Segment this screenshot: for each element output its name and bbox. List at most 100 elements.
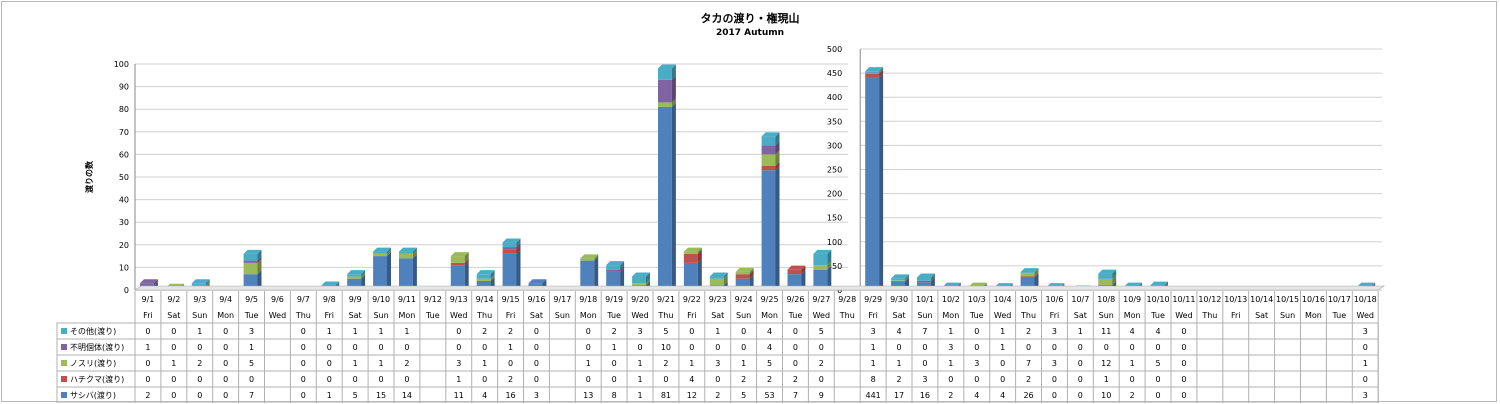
x-tick-weekday: Tue — [244, 311, 259, 320]
x-tick-date: 9/28 — [838, 295, 856, 304]
gridlines — [135, 48, 1383, 291]
bar-segment — [373, 251, 387, 254]
bar-segment-side — [464, 258, 469, 266]
x-tick-date: 10/16 — [1302, 295, 1325, 304]
x-tick-date: 10/10 — [1147, 295, 1170, 304]
table-cell: 5 — [663, 327, 668, 336]
table-cell: 0 — [1130, 343, 1135, 352]
bar-segment-side — [464, 261, 469, 290]
x-tick-date: 9/1 — [142, 295, 155, 304]
bar-top — [891, 274, 909, 279]
bar-segment-side — [387, 249, 391, 257]
table-cell: 5 — [741, 391, 746, 400]
x-tick-weekday: Tue — [1150, 311, 1165, 320]
x-tick-date: 9/22 — [683, 295, 701, 304]
table-cell: 5 — [767, 359, 772, 368]
y-tick-label: 20 — [119, 241, 129, 250]
table-cell: 0 — [1130, 375, 1135, 384]
table-cell: 4 — [689, 375, 694, 384]
bar-segment — [450, 256, 465, 263]
y-tick-label-right: 300 — [827, 141, 842, 150]
x-tick-weekday: Sun — [1280, 311, 1295, 320]
bar-segment-side — [697, 258, 702, 290]
bar-segment-side — [1034, 269, 1039, 277]
bar-segment — [891, 278, 905, 281]
table-cell: 2 — [793, 375, 798, 384]
table-cell: 0 — [793, 327, 798, 336]
table-cell: 3 — [715, 359, 720, 368]
bar-segment — [450, 262, 465, 266]
bar-segment-side — [879, 69, 884, 74]
y-tick-label-right: 250 — [827, 166, 842, 175]
table-cell: 0 — [327, 343, 332, 352]
legend-label: 不明個体(渡り) — [70, 342, 124, 352]
table-cell: 3 — [871, 327, 876, 336]
legend-key — [61, 328, 67, 334]
table-cell: 5 — [353, 391, 358, 400]
table-cell: 2 — [508, 327, 513, 336]
bar-segment — [787, 269, 802, 275]
x-tick-date: 10/17 — [1328, 295, 1351, 304]
table-cell: 0 — [223, 327, 228, 336]
bar-segment — [1098, 278, 1113, 285]
bar-top — [632, 272, 650, 277]
table-cell: 3 — [922, 375, 927, 384]
x-tick-date: 9/11 — [398, 295, 416, 304]
bar-segment — [373, 253, 387, 257]
bar-segment — [1020, 273, 1035, 277]
legend-label: ハチクマ(渡り) — [70, 374, 124, 384]
table-cell: 0 — [1156, 391, 1161, 400]
bar-top — [1020, 268, 1039, 273]
bar-segment — [658, 68, 672, 80]
x-tick-date: 9/20 — [631, 295, 649, 304]
bar-segment — [658, 102, 672, 107]
table-cell: 1 — [327, 391, 332, 400]
bar-top — [813, 249, 832, 254]
bar-segment-side — [1034, 272, 1039, 278]
x-tick-weekday: Sat — [892, 311, 905, 320]
bar-segment-side — [257, 249, 262, 261]
table-cell: 2 — [508, 375, 513, 384]
table-cell: 0 — [534, 375, 539, 384]
x-tick-date: 9/27 — [812, 295, 830, 304]
table-cell: 4 — [897, 327, 902, 336]
table-cell: 3 — [948, 343, 953, 352]
x-tick-weekday: Sat — [1074, 311, 1087, 320]
table-cell: 1 — [353, 327, 358, 336]
bar-segment — [399, 253, 413, 259]
chart-title: タカの渡り・権現山 — [701, 11, 800, 25]
table-cell: 1 — [327, 327, 332, 336]
bar-top — [243, 249, 262, 254]
table-cell: 1 — [638, 359, 643, 368]
table-cell: 2 — [1130, 391, 1135, 400]
table-cell: 1 — [379, 327, 384, 336]
table-cell: 0 — [404, 375, 409, 384]
bar-segment-side — [879, 69, 884, 78]
bar-segment-side — [671, 98, 676, 107]
table-cell: 8 — [871, 375, 876, 384]
bar-segment-side — [646, 279, 650, 286]
bar-segment-side — [723, 272, 728, 279]
x-tick-date: 10/9 — [1123, 295, 1141, 304]
bar-segment — [347, 278, 362, 290]
table-cell: 0 — [1363, 343, 1368, 352]
bar-top — [1357, 282, 1376, 287]
bar-segment — [761, 170, 776, 290]
table-cell: 0 — [1026, 343, 1031, 352]
table-cell: 1 — [353, 359, 358, 368]
x-tick-weekday: Thu — [295, 311, 311, 320]
table-cell: 0 — [1078, 391, 1083, 400]
table-cell: 1 — [197, 327, 202, 336]
table-cell: 1 — [482, 359, 487, 368]
bar-top — [476, 270, 495, 275]
table-cell: 2 — [948, 391, 953, 400]
x-tick-date: 9/2 — [167, 295, 180, 304]
x-tick-weekday: Sun — [917, 311, 932, 320]
bar-segment — [813, 269, 828, 290]
bar-segment — [813, 253, 828, 266]
x-tick-date: 9/17 — [553, 295, 571, 304]
bar-segment-side — [775, 161, 780, 171]
x-tick-date: 10/7 — [1071, 295, 1089, 304]
x-tick-weekday: Sun — [373, 311, 388, 320]
